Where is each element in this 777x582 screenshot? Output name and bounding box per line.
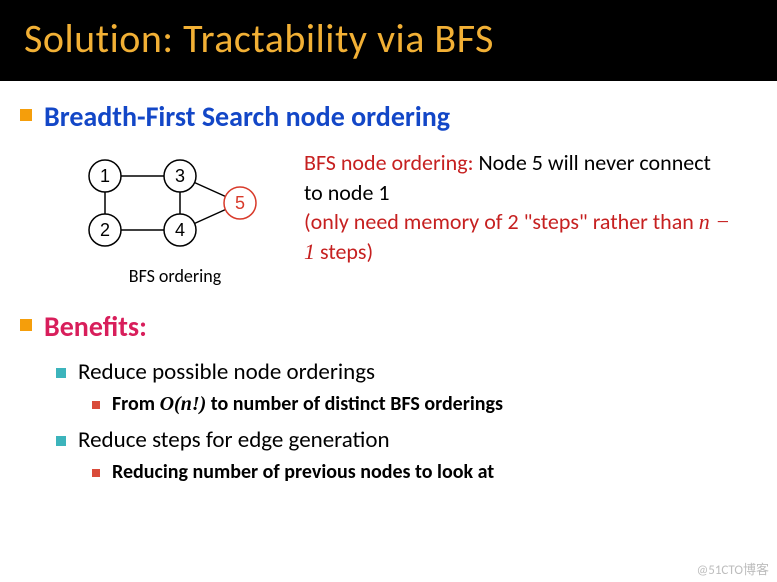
svg-text:1: 1 xyxy=(100,166,110,186)
bfs-graph-wrap: 1 2 3 4 5 BFS ordering xyxy=(70,148,280,287)
bfs-graph-caption: BFS ordering xyxy=(70,265,280,287)
benefit-2-text: Reduce steps for edge generation xyxy=(78,426,390,454)
section-1-heading: Breadth-First Search node ordering xyxy=(44,99,450,134)
section-1-heading-row: Breadth-First Search node ordering xyxy=(20,99,767,134)
bfs-graph: 1 2 3 4 5 xyxy=(70,148,280,258)
bullet-icon xyxy=(92,401,100,409)
caption-lead: BFS node ordering: xyxy=(304,149,478,176)
diagram-row: 1 2 3 4 5 BFS ordering BFS node ordering: No… xyxy=(70,148,767,287)
benefit-1-text: Reduce possible node orderings xyxy=(78,358,375,386)
sub-post: to number of distinct BFS orderings xyxy=(206,392,503,416)
caption-tail-post: steps) xyxy=(315,238,373,265)
slide-title: Solution: Tractability via BFS xyxy=(24,14,753,63)
sub-pre: From xyxy=(112,392,160,416)
bullet-icon xyxy=(56,368,66,378)
benefit-1-sub-text: From O(n!) to number of distinct BFS ord… xyxy=(112,392,503,416)
benefit-2-sub-text: Reducing number of previous nodes to loo… xyxy=(112,460,494,484)
bullet-icon xyxy=(20,109,32,121)
benefit-item-1: Reduce possible node orderings xyxy=(56,358,767,386)
watermark: @51CTO博客 xyxy=(697,559,769,578)
sub-math: O(n!) xyxy=(160,393,207,415)
benefit-item-2: Reduce steps for edge generation xyxy=(56,426,767,454)
svg-text:2: 2 xyxy=(100,220,110,240)
title-bar: Solution: Tractability via BFS xyxy=(0,0,777,81)
bullet-icon xyxy=(56,436,66,446)
caption-tail-pre: (only need memory of 2 "steps" rather th… xyxy=(304,208,699,235)
section-2-heading-row: Benefits: xyxy=(20,309,767,344)
bfs-caption-text: BFS node ordering: Node 5 will never con… xyxy=(304,148,734,267)
benefit-1-sub: From O(n!) to number of distinct BFS ord… xyxy=(92,392,767,416)
benefit-2-sub: Reducing number of previous nodes to loo… xyxy=(92,460,767,484)
svg-text:4: 4 xyxy=(175,220,185,240)
slide-body: Breadth-First Search node ordering 1 2 3 4 5… xyxy=(0,81,777,504)
svg-text:3: 3 xyxy=(175,166,185,186)
section-2-heading: Benefits: xyxy=(44,309,147,344)
bullet-icon xyxy=(92,469,100,477)
bullet-icon xyxy=(20,319,32,331)
svg-text:5: 5 xyxy=(235,193,245,213)
